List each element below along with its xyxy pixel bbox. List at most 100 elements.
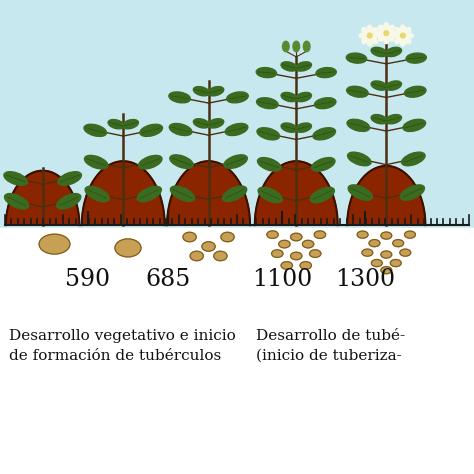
Ellipse shape [401, 33, 405, 38]
Ellipse shape [395, 27, 402, 35]
Ellipse shape [208, 118, 224, 128]
Ellipse shape [311, 157, 335, 171]
Ellipse shape [362, 249, 373, 256]
Ellipse shape [381, 251, 392, 258]
Ellipse shape [401, 152, 425, 166]
Ellipse shape [310, 187, 334, 203]
Ellipse shape [378, 34, 385, 41]
Ellipse shape [295, 92, 311, 102]
Ellipse shape [279, 240, 290, 248]
Ellipse shape [376, 30, 384, 36]
Ellipse shape [406, 53, 426, 63]
Ellipse shape [85, 186, 109, 202]
Ellipse shape [400, 25, 405, 34]
Ellipse shape [137, 186, 161, 202]
Ellipse shape [405, 33, 413, 38]
Ellipse shape [385, 81, 401, 90]
Ellipse shape [381, 266, 392, 274]
Ellipse shape [281, 62, 297, 71]
Ellipse shape [193, 118, 210, 128]
Ellipse shape [313, 128, 336, 140]
Ellipse shape [256, 68, 276, 78]
Ellipse shape [257, 128, 280, 140]
Ellipse shape [84, 124, 107, 137]
Ellipse shape [281, 262, 292, 269]
Ellipse shape [183, 232, 196, 242]
Ellipse shape [362, 27, 369, 35]
Ellipse shape [371, 47, 387, 56]
Ellipse shape [371, 115, 387, 124]
Ellipse shape [293, 41, 300, 52]
Ellipse shape [367, 33, 372, 38]
Ellipse shape [371, 260, 382, 266]
Ellipse shape [39, 234, 70, 254]
Polygon shape [255, 161, 337, 225]
Ellipse shape [115, 239, 141, 257]
Ellipse shape [387, 34, 394, 41]
Ellipse shape [267, 231, 278, 238]
Ellipse shape [169, 123, 192, 136]
Ellipse shape [281, 123, 297, 132]
Ellipse shape [314, 231, 326, 238]
Ellipse shape [395, 36, 402, 44]
Text: 590: 590 [65, 268, 110, 291]
Ellipse shape [400, 249, 410, 256]
Ellipse shape [404, 36, 411, 44]
Text: 1100: 1100 [252, 268, 312, 291]
Polygon shape [82, 161, 165, 225]
Ellipse shape [258, 187, 282, 203]
Ellipse shape [359, 33, 368, 38]
Ellipse shape [387, 25, 394, 32]
Ellipse shape [171, 186, 194, 201]
Bar [0, 228, 474, 474]
Ellipse shape [272, 250, 283, 257]
Ellipse shape [362, 36, 369, 44]
Ellipse shape [381, 232, 392, 239]
Ellipse shape [383, 23, 389, 31]
Ellipse shape [367, 25, 373, 34]
Ellipse shape [378, 25, 385, 32]
Ellipse shape [404, 231, 415, 238]
Ellipse shape [221, 232, 234, 242]
Text: 685: 685 [146, 268, 191, 291]
Ellipse shape [392, 240, 403, 246]
Ellipse shape [302, 240, 314, 248]
Polygon shape [6, 171, 79, 225]
Ellipse shape [283, 41, 289, 52]
Text: Desarrollo de tubé-
(inicio de tuberiza-: Desarrollo de tubé- (inicio de tuberiza- [256, 329, 405, 363]
Ellipse shape [390, 260, 401, 266]
Ellipse shape [257, 157, 281, 171]
Ellipse shape [295, 123, 311, 132]
Ellipse shape [392, 33, 401, 38]
Ellipse shape [223, 186, 246, 201]
Ellipse shape [310, 250, 321, 257]
Ellipse shape [214, 251, 227, 261]
Ellipse shape [4, 172, 27, 185]
Ellipse shape [316, 68, 336, 78]
Ellipse shape [347, 119, 370, 131]
Ellipse shape [140, 124, 163, 137]
Ellipse shape [314, 98, 336, 109]
Ellipse shape [169, 92, 191, 103]
Ellipse shape [346, 53, 366, 63]
Ellipse shape [208, 87, 224, 96]
Ellipse shape [385, 115, 401, 124]
Ellipse shape [401, 185, 424, 201]
Ellipse shape [383, 35, 389, 44]
Ellipse shape [84, 155, 108, 169]
Ellipse shape [404, 86, 426, 97]
Ellipse shape [347, 152, 371, 166]
Text: Desarrollo vegetativo e inicio
de formación de tubérculos: Desarrollo vegetativo e inicio de formac… [9, 329, 236, 363]
Ellipse shape [193, 87, 210, 96]
Ellipse shape [190, 251, 203, 261]
Ellipse shape [403, 119, 426, 131]
Ellipse shape [385, 47, 401, 56]
Ellipse shape [256, 98, 278, 109]
Text: 1300: 1300 [335, 268, 395, 291]
Ellipse shape [291, 233, 302, 241]
Ellipse shape [300, 262, 311, 269]
Ellipse shape [170, 155, 193, 168]
Ellipse shape [372, 33, 380, 38]
Ellipse shape [281, 92, 297, 102]
Ellipse shape [5, 193, 28, 209]
